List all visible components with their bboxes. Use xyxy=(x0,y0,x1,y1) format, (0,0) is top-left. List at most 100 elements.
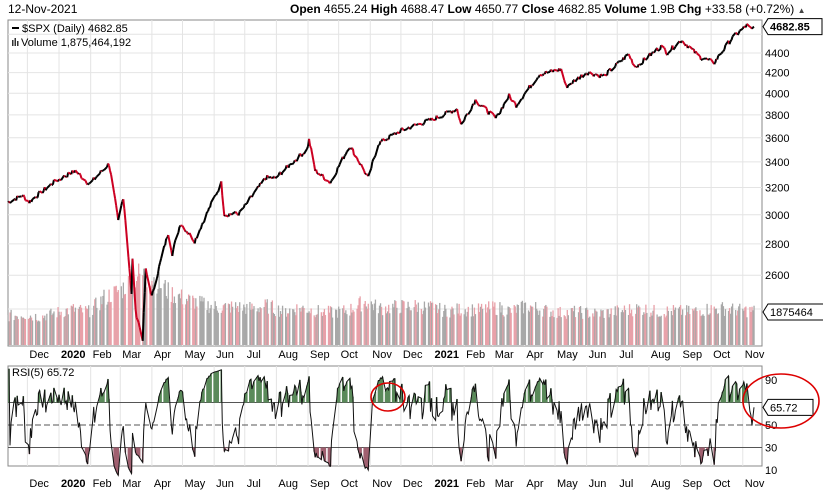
price-segment xyxy=(414,123,417,126)
price-segment xyxy=(729,39,733,42)
volume-bar xyxy=(665,315,667,345)
volume-bar xyxy=(415,304,417,345)
price-segment xyxy=(610,67,615,72)
volume-bar xyxy=(603,317,605,345)
volume-bar xyxy=(502,315,504,345)
volume-bar xyxy=(536,308,538,345)
price-segment xyxy=(206,210,209,213)
volume-bar xyxy=(460,313,462,345)
volume-bar xyxy=(366,308,368,345)
price-segment xyxy=(220,181,224,196)
volume-bar xyxy=(635,313,637,345)
volume-bar xyxy=(485,304,487,345)
volume-bar xyxy=(751,306,753,345)
price-segment xyxy=(489,110,494,115)
volume-bar xyxy=(465,316,467,345)
price-segment xyxy=(101,169,104,173)
volume-bar xyxy=(437,313,439,345)
volume-bar xyxy=(728,308,731,345)
volume-bar xyxy=(56,317,58,345)
price-segment xyxy=(498,110,502,115)
volume-bar xyxy=(707,314,709,345)
volume-bar xyxy=(152,284,154,345)
price-segment xyxy=(374,144,380,157)
price-segment xyxy=(120,201,124,206)
volume-bar xyxy=(650,312,652,345)
volume-bar xyxy=(73,311,76,345)
volume-bar xyxy=(179,298,182,345)
price-segment xyxy=(117,205,123,221)
volume-bar xyxy=(9,312,11,345)
volume-bar xyxy=(214,301,216,345)
x-tick-label: Jun xyxy=(589,478,607,490)
volume-bar xyxy=(394,300,396,345)
price-segment xyxy=(534,79,538,82)
price-segment xyxy=(213,194,217,198)
volume-bar xyxy=(224,303,227,345)
volume-bar xyxy=(643,312,645,345)
volume-bar xyxy=(566,309,568,345)
volume-bar xyxy=(256,311,258,345)
volume-bar xyxy=(288,313,290,345)
price-segment xyxy=(164,238,168,246)
volume-bar xyxy=(450,309,452,345)
volume-bar xyxy=(749,306,751,345)
volume-bar xyxy=(517,305,519,345)
volume-bar xyxy=(249,301,251,345)
price-segment xyxy=(230,212,234,216)
volume-bar xyxy=(329,306,332,345)
price-segment xyxy=(207,207,211,212)
x-tick-label: 2020 xyxy=(61,349,85,361)
volume-bar xyxy=(188,294,190,345)
volume-bar xyxy=(80,307,83,345)
volume-bar xyxy=(445,308,447,345)
x-tick-label: Mar xyxy=(122,478,141,490)
volume-bar xyxy=(434,304,437,345)
price-segment xyxy=(553,68,558,72)
volume-bar xyxy=(171,287,174,345)
volume-bar xyxy=(293,309,295,345)
volume-bar xyxy=(623,305,626,345)
volume-bar xyxy=(102,295,104,345)
volume-bar xyxy=(610,308,612,345)
rsi-line xyxy=(8,368,755,477)
price-segment xyxy=(256,185,259,189)
open-value: 4655.24 xyxy=(324,2,368,16)
volume-bar xyxy=(114,286,116,345)
volume-bar xyxy=(199,295,201,345)
price-segment xyxy=(516,103,519,106)
volume-bar xyxy=(452,308,454,345)
volume-bar xyxy=(231,306,234,345)
price-segment xyxy=(441,114,445,118)
price-segment xyxy=(515,104,519,108)
volume-bar xyxy=(378,305,381,345)
volume-bar xyxy=(651,315,653,345)
volume-bar xyxy=(436,305,438,345)
price-segment xyxy=(160,245,166,260)
price-segment xyxy=(485,108,489,114)
volume-bar xyxy=(336,309,338,345)
volume-bar xyxy=(308,311,310,345)
volume-bar xyxy=(100,296,102,345)
triangle-up-icon: ▲ xyxy=(797,6,806,15)
volume-bar xyxy=(189,295,191,345)
price-segment xyxy=(365,173,368,176)
volume-bar xyxy=(539,310,541,345)
volume-bar xyxy=(137,276,139,345)
rsi-tick-label: 30 xyxy=(765,443,777,455)
volume-bar xyxy=(38,320,40,345)
price-segment xyxy=(746,23,751,28)
volume-bar xyxy=(746,317,748,345)
volume-bar xyxy=(687,312,689,345)
x-tick-label: Mar xyxy=(495,478,514,490)
volume-bar xyxy=(163,283,165,345)
price-segment xyxy=(310,147,316,165)
price-tick-label: 3800 xyxy=(765,110,789,122)
price-segment xyxy=(689,45,694,51)
volume-bar xyxy=(107,301,109,345)
x-tick-label: Mar xyxy=(495,349,514,361)
volume-bar xyxy=(239,302,241,345)
volume-bar xyxy=(264,299,266,345)
volume-bar xyxy=(614,306,616,345)
volume-bar xyxy=(210,304,212,345)
